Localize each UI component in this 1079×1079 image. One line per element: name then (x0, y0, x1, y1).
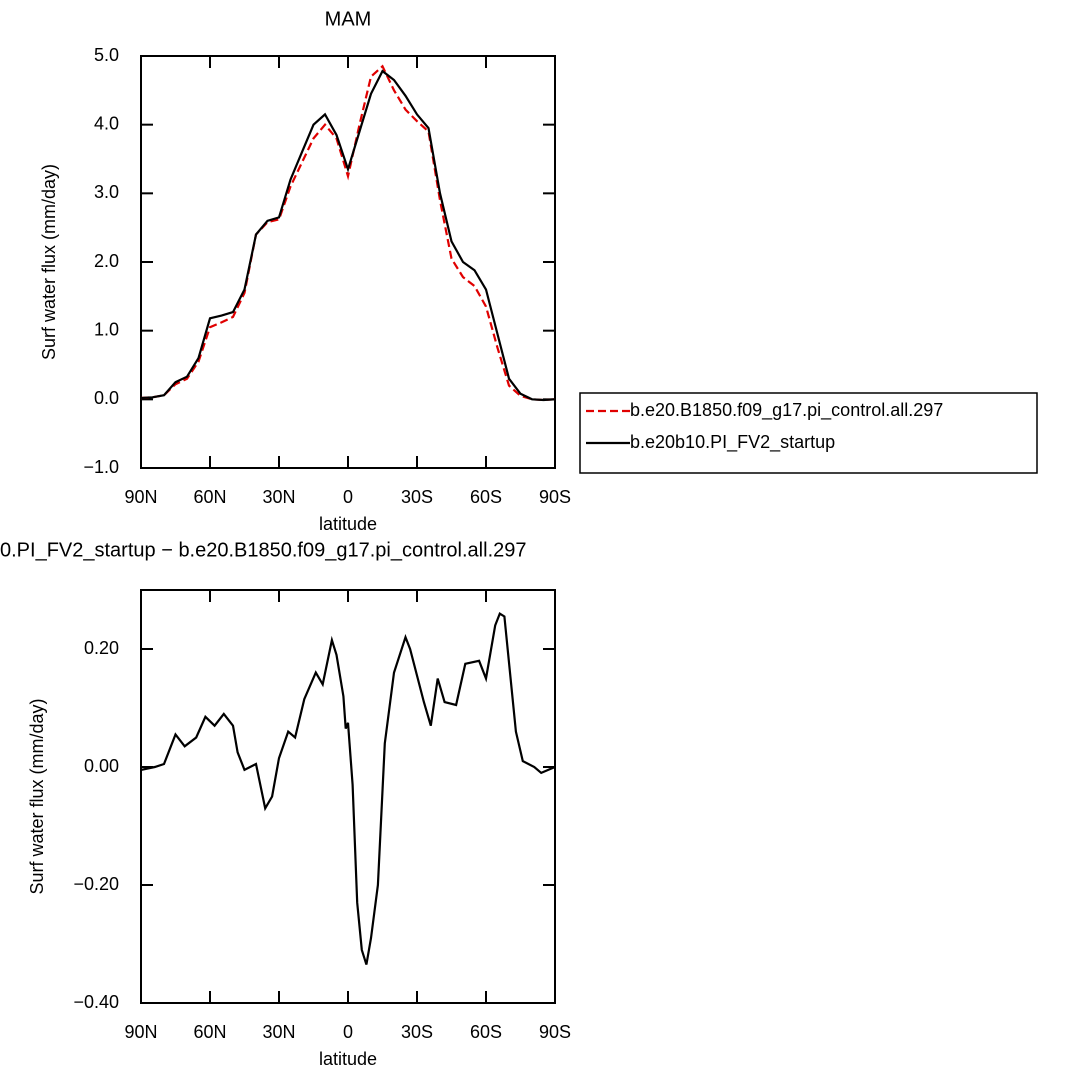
plot-frame (140, 589, 556, 1004)
y-tick-label: 1.0 (94, 319, 119, 339)
x-tick-label: 60S (470, 1022, 502, 1042)
x-tick-label: 0 (343, 487, 353, 507)
data-line (140, 69, 556, 402)
data-line (140, 611, 556, 965)
x-tick-label: 90N (124, 1022, 157, 1042)
x-tick-label: 60S (470, 487, 502, 507)
x-tick-label: 30S (401, 1022, 433, 1042)
legend-box (579, 392, 1038, 474)
x-tick-label: 0 (343, 1022, 353, 1042)
y-axis-label: Surf water flux (mm/day) (39, 164, 59, 360)
chart-title: 0.PI_FV2_startup − b.e20.B1850.f09_g17.p… (0, 539, 527, 561)
chart-title: MAM (325, 8, 372, 30)
y-axis-label: Surf water flux (mm/day) (27, 698, 47, 894)
y-tick-label: −1.0 (83, 457, 119, 477)
y-tick-label: 0.20 (84, 638, 119, 658)
y-tick-label: 0.0 (94, 388, 119, 408)
legend-label: b.e20b10.PI_FV2_startup (630, 432, 835, 453)
y-tick-label: −0.20 (73, 874, 119, 894)
x-tick-label: 60N (193, 487, 226, 507)
legend-label: b.e20.B1850.f09_g17.pi_control.all.297 (630, 400, 943, 421)
x-tick-label: 60N (193, 1022, 226, 1042)
x-tick-label: 90N (124, 487, 157, 507)
x-tick-label: 90S (539, 1022, 571, 1042)
data-line (140, 64, 556, 402)
x-tick-label: 30N (262, 1022, 295, 1042)
y-tick-label: −0.40 (73, 992, 119, 1012)
x-tick-label: 30N (262, 487, 295, 507)
y-tick-label: 5.0 (94, 45, 119, 65)
plot-frame (140, 55, 556, 469)
y-tick-label: 2.0 (94, 251, 119, 271)
x-axis-label: latitude (319, 514, 377, 534)
x-tick-label: 90S (539, 487, 571, 507)
x-axis-label: latitude (319, 1049, 377, 1069)
y-tick-label: 3.0 (94, 182, 119, 202)
y-tick-label: 4.0 (94, 113, 119, 133)
y-tick-label: 0.00 (84, 756, 119, 776)
x-tick-label: 30S (401, 487, 433, 507)
